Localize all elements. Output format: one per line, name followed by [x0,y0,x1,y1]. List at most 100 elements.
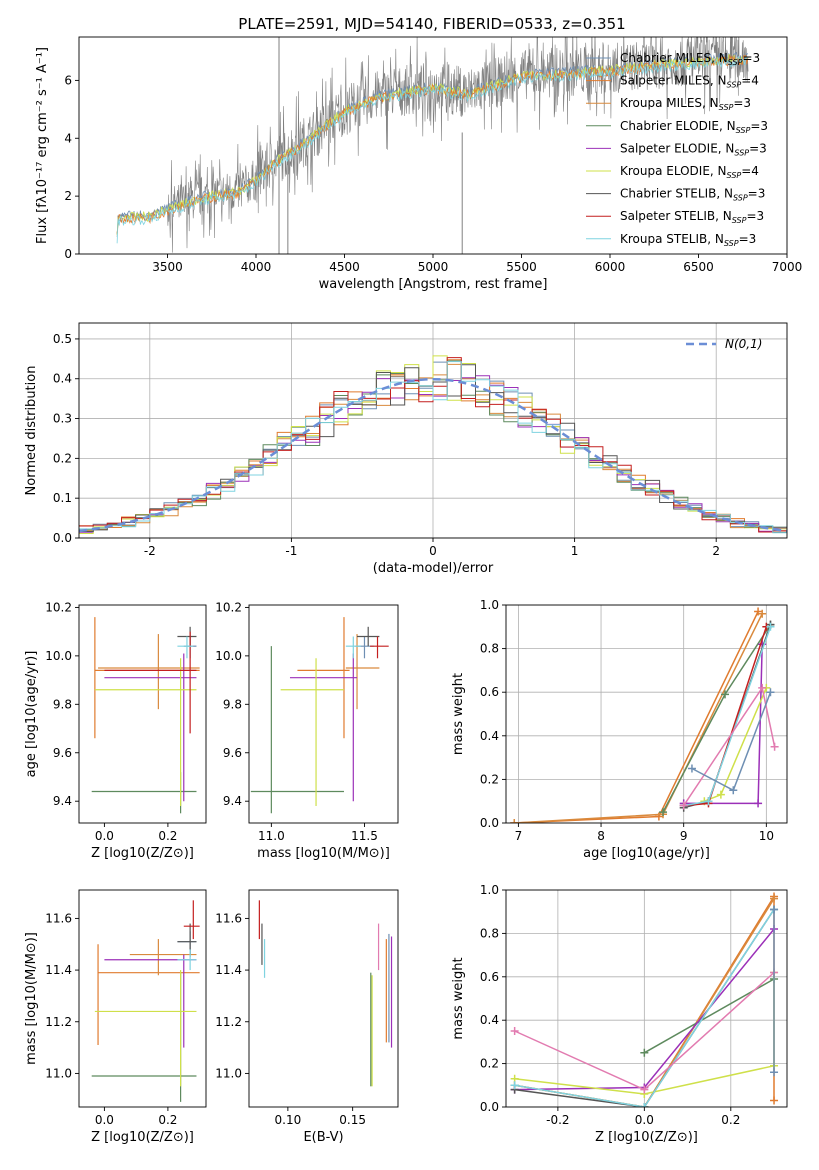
weight-marker [758,609,767,618]
weight-marker [510,819,519,823]
y-tick-label: 0 [64,247,72,261]
y-tick-label: 9.4 [53,794,72,808]
weight-marker [758,683,767,692]
y-tick-label: 11.6 [215,911,242,925]
weight-marker [770,1096,779,1105]
axes-frame [248,889,399,1108]
model-line [116,54,749,234]
x-tick-label: 11.5 [351,829,378,843]
y-tick-label: 0.1 [53,491,72,505]
legend-entry: Kroupa ELODIE, NSSP=4 [620,164,759,180]
x-tick-label: 5000 [418,260,449,274]
weight-marker [729,786,738,795]
weight-marker [770,1068,779,1077]
y-tick-label: 10.0 [45,649,72,663]
weight-marker [721,690,730,699]
weight-marker [766,688,775,697]
y-tick-label: 0.3 [53,412,72,426]
x-tick-label: 0.10 [275,1113,302,1127]
y-tick-label: 9.4 [223,794,242,808]
y-axis-label: Flux [fλ10⁻¹⁷ erg cm⁻² s⁻¹ A⁻¹] [35,47,50,244]
y-tick-label: 10.2 [215,600,242,614]
x-tick-label: 5500 [506,260,537,274]
y-axis-label: Normed distribution [24,366,39,496]
weight-marker [510,1027,519,1036]
y-tick-label: 0.6 [480,970,499,984]
weight-marker [510,1081,519,1090]
y-tick-label: 0.5 [53,332,72,346]
legend-entry: Salpeter MILES, NSSP=4 [620,74,759,90]
x-tick-label: 11.0 [258,829,285,843]
y-tick-label: 0.0 [53,531,72,545]
weight-marker [716,790,725,799]
chart-age-vs-Z: 0.0 0.2 9.4 9.6 9.8 10.0 10.2 Z [log10(Z/Z⊙)] ag… [24,600,207,861]
chart-mass-weight-vs-age: 7 8 9 10 0.0 0.2 0.4 0.6 0.8 1.0 age [log10(age/yr… [451,598,788,861]
weight-marker [679,801,688,810]
x-tick-label: 10 [759,829,774,843]
x-axis-label: Z [log10(Z/Z⊙)] [91,1130,194,1145]
y-tick-label: 2 [64,189,72,203]
y-tick-label: 10.0 [215,649,242,663]
y-tick-label: 0.2 [53,451,72,465]
y-tick-label: 9.8 [223,697,242,711]
x-tick-label: 6000 [595,260,626,274]
y-tick-label: 0.4 [480,729,499,743]
y-tick-label: 10.2 [45,600,72,614]
chart-mass-vs-EBV: 0.10 0.15 11.0 11.2 11.4 11.6 E(B-V) [215,889,399,1145]
x-axis-label: wavelength [Angstrom, rest frame] [319,277,548,292]
y-axis-label: mass weight [451,673,466,755]
weight-marker [659,808,668,817]
y-tick-label: 6 [64,73,72,87]
weight-marker [640,1085,649,1094]
y-tick-label: 0.2 [480,1057,499,1071]
x-tick-label: 2 [712,544,720,558]
legend: Chabrier MILES, NSSP=3 Salpeter MILES, NS… [586,51,768,248]
y-tick-label: 0.2 [480,772,499,786]
legend-entry: Kroupa MILES, NSSP=3 [620,96,751,112]
plot-layer: 3500 4000 4500 5000 5500 6000 6500 7000 0 2 4 6 wave… [24,36,802,1145]
y-tick-label: 11.4 [215,963,242,977]
axes-frame [78,889,207,1108]
legend-entry: N(0,1) [725,337,762,351]
x-tick-label: 0.0 [635,1113,654,1127]
x-tick-label: -0.2 [546,1113,569,1127]
x-axis-label: (data-model)/error [373,561,494,576]
y-tick-label: 4 [64,131,72,145]
x-tick-label: 0.15 [339,1113,366,1127]
y-tick-label: 9.6 [223,746,242,760]
x-tick-label: 0.2 [721,1113,740,1127]
y-axis-label: mass [log10(M/M⊙)] [24,932,39,1065]
y-tick-label: 0.8 [480,926,499,940]
weight-marker [754,799,763,808]
y-tick-label: 0.0 [480,1100,499,1114]
y-tick-label: 11.4 [45,963,72,977]
weight-line [662,624,772,813]
x-tick-label: 0.0 [95,829,114,843]
y-tick-label: 11.0 [45,1066,72,1080]
plot-area [506,605,787,823]
y-tick-label: 9.8 [53,697,72,711]
y-axis-label: mass weight [451,957,466,1039]
weight-marker [704,797,713,806]
x-tick-label: 9 [680,829,688,843]
plot-area [91,900,200,1102]
y-axis-label: age [log10(age/yr)] [24,651,39,778]
weight-marker [770,905,779,914]
x-tick-label: 0.0 [95,1113,114,1127]
y-tick-label: 11.6 [45,911,72,925]
axes-frame [505,889,788,1108]
y-tick-label: 0.0 [480,816,499,830]
legend-entry: Salpeter STELIB, NSSP=3 [620,209,764,225]
weight-marker [770,742,779,751]
weight-line [514,613,763,823]
chart-mass-vs-Z: 0.0 0.2 11.0 11.2 11.4 11.6 Z [log10(Z/Z⊙)] mas… [24,889,207,1145]
x-tick-label: -2 [144,544,156,558]
x-tick-label: 3500 [152,260,183,274]
weight-marker [754,607,763,616]
histogram-step [79,361,787,534]
x-axis-label: E(B-V) [303,1130,343,1145]
legend-entry: Salpeter ELODIE, NSSP=3 [620,141,767,157]
y-tick-label: 0.6 [480,685,499,699]
plot-area [116,37,749,254]
